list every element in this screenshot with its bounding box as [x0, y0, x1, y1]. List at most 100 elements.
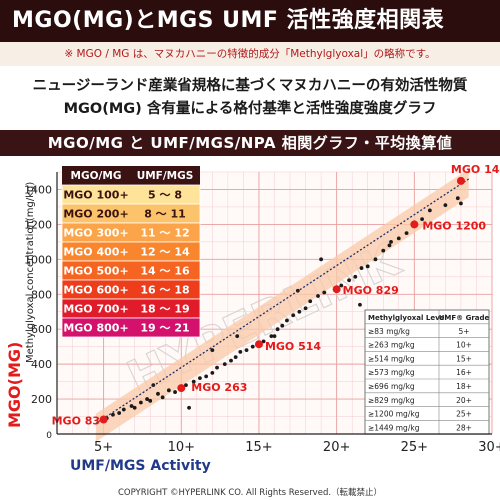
- x-tick-label: 10+: [168, 440, 195, 455]
- highlight-label: MGO 83: [52, 415, 100, 428]
- grade-table-mgo-cell: MGO 700+: [63, 303, 128, 316]
- scatter-point: [285, 318, 289, 323]
- subtitle-line-2: MGO(MG) 含有量による格付基準と活性強度強度グラフ: [63, 101, 437, 117]
- scatter-point: [250, 344, 255, 349]
- scatter-point: [129, 404, 134, 408]
- scatter-point: [389, 239, 393, 244]
- scatter-point: [215, 365, 219, 370]
- scatter-point: [459, 201, 463, 206]
- y-axis-title-main: MGO(MG): [5, 342, 24, 428]
- scatter-point: [198, 376, 202, 381]
- scatter-point: [210, 348, 215, 353]
- level-table-grade-cell: 5+: [458, 327, 469, 336]
- level-table-level-cell: ≥83 mg/kg: [368, 327, 410, 336]
- level-table-level-cell: ≥1200 mg/kg: [368, 410, 420, 419]
- grade-table-mgo-cell: MGO 200+: [63, 208, 128, 221]
- x-tick-label: 25+: [401, 440, 428, 455]
- level-table-level-cell: ≥573 mg/kg: [368, 368, 415, 377]
- scatter-point: [404, 231, 409, 236]
- scatter-point: [359, 266, 364, 270]
- grade-table-header: MGO/MG: [71, 170, 122, 182]
- scatter-point: [148, 398, 153, 403]
- highlight-point: [332, 285, 341, 294]
- scatter-point: [297, 309, 302, 314]
- highlight-label: MGO 829: [343, 284, 399, 297]
- scatter-point: [191, 379, 196, 384]
- grade-table-umf-cell: 12 ～ 14: [140, 246, 190, 259]
- x-axis-title: UMF/MGS Activity: [70, 458, 211, 474]
- grade-table-mgo-cell: MGO 400+: [63, 246, 128, 259]
- page-title: MGO(MG)とMGS UMF 活性強度相関表: [0, 0, 500, 42]
- scatter-point: [291, 313, 296, 318]
- scatter-point: [275, 327, 280, 332]
- subtitle-line-1: ニュージーランド産業省規格に基づくマヌカハニーの有効活性物質: [32, 78, 468, 94]
- methylglyoxal-note: ※ MGO / MG は、マヌカハニーの特徴的成分「Methylglyoxal」…: [0, 42, 500, 66]
- scatter-point: [145, 397, 150, 401]
- level-table-grade-cell: 15+: [456, 354, 472, 363]
- scatter-point: [353, 274, 358, 279]
- scatter-point: [455, 196, 460, 201]
- grade-table-umf-cell: 14 ～ 16: [140, 265, 190, 278]
- scatter-point: [111, 412, 115, 417]
- scatter-point: [280, 323, 285, 328]
- grade-table-header: UMF/MGS: [137, 170, 194, 182]
- scatter-point: [272, 334, 277, 339]
- grade-table-umf-cell: 16 ～ 18: [140, 284, 189, 297]
- scatter-point: [365, 264, 370, 269]
- scatter-point: [222, 362, 227, 367]
- highlight-label: MGO 1200: [422, 219, 486, 232]
- level-table-level-cell: ≥263 mg/kg: [368, 341, 415, 350]
- chart-section-header: MGO/MG と UMF/MGS/NPA 相関グラフ・平均換算値: [0, 130, 500, 156]
- level-table-header: Methylglyoxal Level: [368, 314, 447, 322]
- y-tick-label: 1400: [24, 183, 52, 196]
- level-table-grade-cell: 28+: [456, 423, 472, 432]
- level-table-level-cell: ≥829 mg/kg: [368, 396, 415, 405]
- grade-table-umf-cell: 5 ～ 8: [148, 189, 182, 202]
- scatter-point: [244, 348, 249, 353]
- scatter-point: [347, 278, 351, 283]
- grade-table-row: [61, 317, 201, 338]
- level-table-frame: [364, 309, 490, 435]
- scatter-point: [173, 390, 177, 394]
- grade-table-mgo-cell: MGO 500+: [63, 265, 128, 278]
- grade-table-header-cell: [130, 166, 200, 185]
- level-table-grade-cell: 25+: [456, 410, 472, 419]
- scatter-point: [138, 400, 143, 405]
- scatter-point: [233, 355, 238, 360]
- scatter-point: [319, 257, 324, 262]
- grade-table-umf-cell: 8 ～ 11: [144, 208, 186, 221]
- scatter-point: [117, 411, 122, 415]
- scatter-point: [322, 290, 327, 295]
- level-table-level-cell: ≥514 mg/kg: [368, 354, 415, 363]
- scatter-point: [210, 370, 215, 375]
- scatter-point: [339, 283, 344, 288]
- scatter-point: [121, 407, 126, 412]
- x-tick-label: 15+: [245, 440, 272, 455]
- level-table-level-cell: ≥1449 mg/kg: [368, 423, 420, 432]
- y-tick-label: 200: [31, 393, 52, 406]
- highlight-label: MGO 263: [191, 381, 247, 394]
- scatter-point: [308, 299, 313, 304]
- highlight-label: MGO 1449: [451, 163, 500, 176]
- highlight-point: [410, 220, 419, 229]
- y-tick-label: 1000: [24, 253, 52, 266]
- scatter-point: [229, 358, 233, 363]
- scatter-point: [132, 405, 137, 410]
- scatter-point: [235, 334, 240, 339]
- highlight-point: [177, 384, 186, 393]
- scatter-point: [187, 405, 191, 410]
- scatter-point: [420, 217, 424, 222]
- scatter-point: [156, 391, 160, 396]
- highlight-point: [99, 415, 108, 424]
- copyright-notice: COPYRIGHT ©HYPERLINK CO. All Rights Rese…: [117, 488, 383, 498]
- y-axis-title-sub: Methylglyoxal concentration(mg/kg): [25, 182, 36, 363]
- highlight-point: [456, 176, 465, 185]
- grade-table-mgo-cell: MGO 100+: [63, 189, 128, 202]
- grade-table-umf-cell: 18 ～ 19: [140, 303, 189, 316]
- scatter-point: [427, 208, 432, 213]
- scatter-point: [204, 374, 209, 379]
- grade-table-mgo-cell: MGO 800+: [63, 322, 128, 335]
- scatter-point: [261, 339, 266, 344]
- scatter-point: [238, 350, 243, 354]
